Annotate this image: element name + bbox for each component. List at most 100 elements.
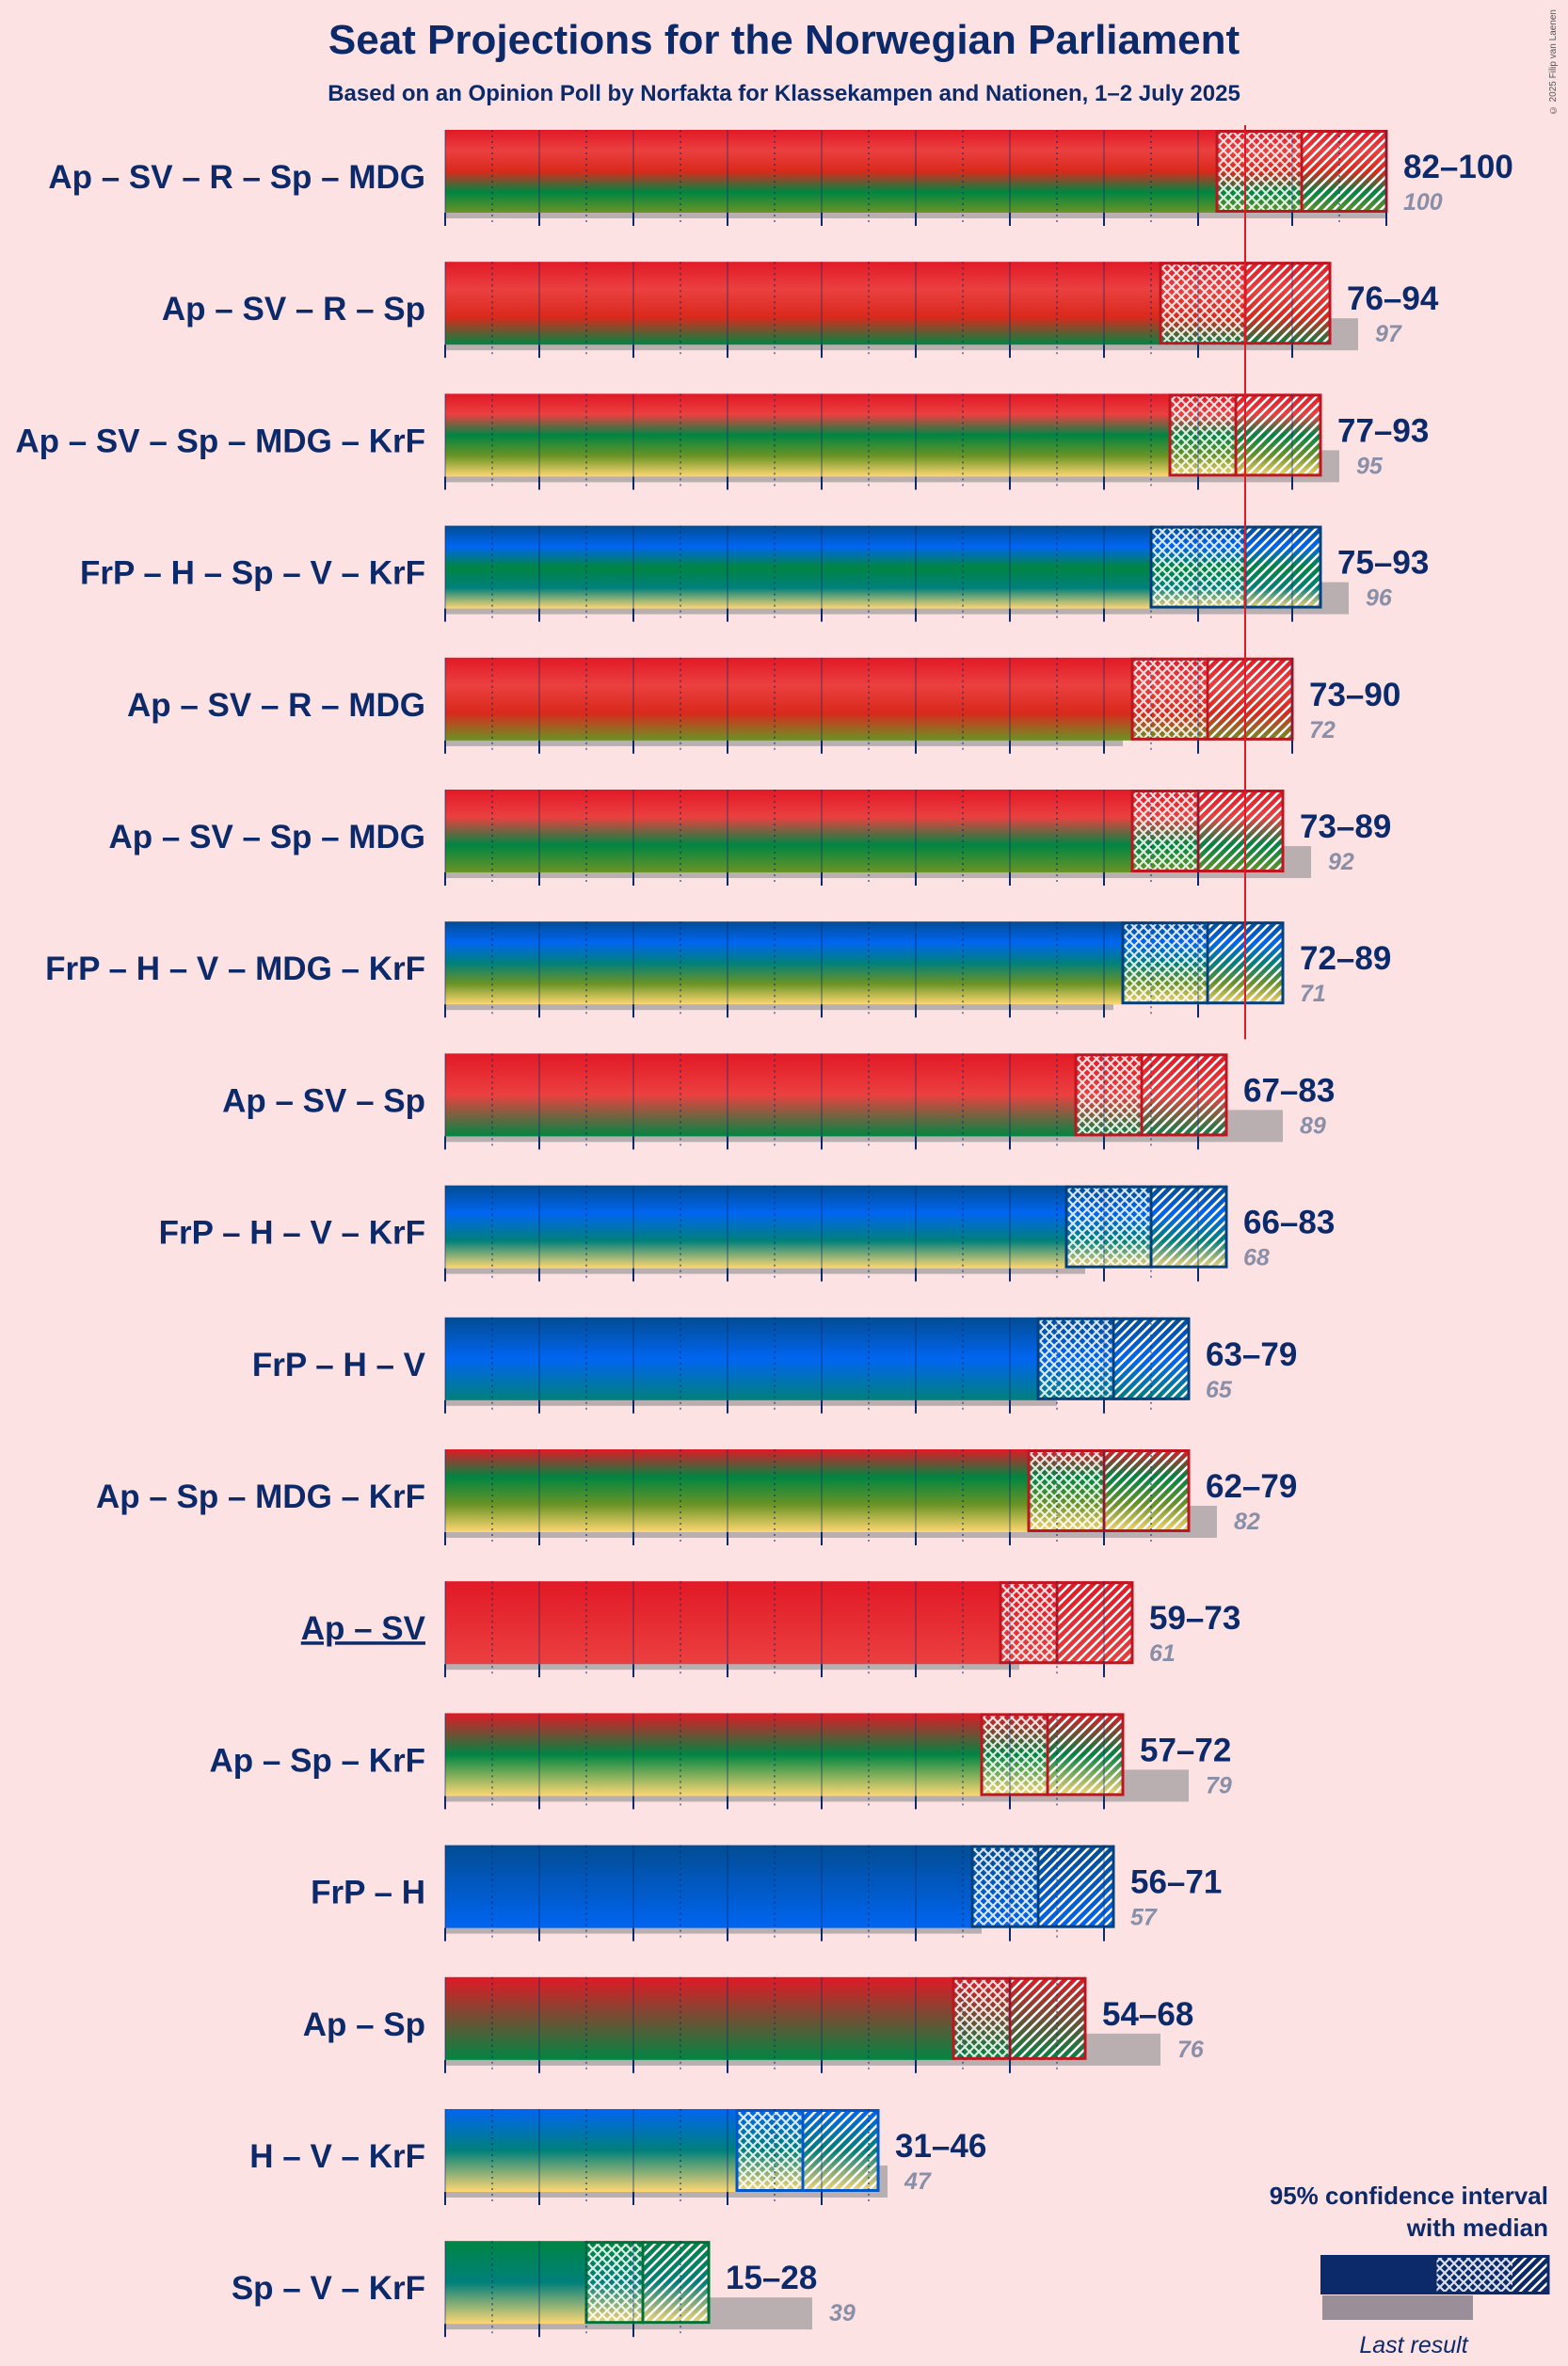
ci-upper-hatch [1302,130,1386,213]
coalition-row: FrP – H – V – KrF 66–83 68 [159,1185,1335,1282]
legend-ci-upper-hatch [1512,2255,1548,2294]
legend-median-label: with median [1406,2214,1548,2242]
last-result-label: 95 [1356,453,1384,479]
ci-outline [952,1976,1087,2060]
ci-upper-hatch [1198,790,1283,872]
ci-upper-hatch [1104,1449,1189,1532]
seat-range-label: 75–93 [1337,545,1429,582]
ci-upper-hatch [803,2109,878,2192]
seat-range-label: 67–83 [1243,1072,1335,1109]
projection-bar [445,1713,982,1797]
seat-range-label: 15–28 [726,2260,817,2296]
coalition-label: H – V – KrF [249,2138,425,2175]
seat-range-label: 54–68 [1102,1996,1193,2033]
projection-bar [445,790,1132,872]
legend-bar [1320,2255,1435,2294]
projection-bar [445,525,1151,609]
projection-bar [445,657,1132,741]
coalition-row: Ap – SV – R – Sp – MDG 82–100 100 [48,130,1513,226]
projection-bar [445,2241,586,2325]
ci-lower-hatch [953,1976,1010,2060]
last-result-label: 72 [1309,717,1336,743]
coalition-label: Ap – SV – Sp – MDG [109,819,425,855]
seat-range-label: 77–93 [1337,412,1429,449]
ci-upper-hatch [1151,1185,1226,1269]
ci-outline [970,1845,1115,1928]
seat-range-label: 31–46 [895,2128,986,2165]
coalition-label: FrP – H – V – KrF [159,1215,425,1252]
legend-ci-label: 95% confidence interval [1270,2182,1548,2210]
ci-lower-hatch [737,2109,803,2192]
legend-last-result-label: Last result [1359,2332,1468,2358]
ci-upper-hatch [1142,1053,1226,1137]
coalition-row: Ap – SV – Sp – MDG – KrF 77–93 95 [15,393,1429,490]
ci-upper-hatch [1038,1845,1113,1928]
coalition-label: FrP – H – Sp – V – KrF [80,555,425,592]
coalition-label: Ap – SV – Sp [222,1082,425,1119]
ci-lower-hatch [1123,921,1208,1005]
coalition-row: FrP – H 56–71 57 [311,1845,1222,1942]
coalition-row: FrP – H – V – MDG – KrF 72–89 71 [45,921,1391,1018]
seat-range-label: 57–72 [1140,1732,1231,1768]
coalition-label: Ap – Sp [303,2006,425,2043]
seat-range-label: 59–73 [1149,1600,1240,1637]
chart-subtitle: Based on an Opinion Poll by Norfakta for… [328,81,1240,106]
seat-range-label: 63–79 [1206,1336,1297,1373]
ci-upper-hatch [1245,262,1330,345]
ci-upper-hatch [1245,525,1320,609]
ci-outline [980,1713,1125,1797]
ci-upper-hatch [1208,657,1292,741]
legend: 95% confidence interval with median Last r… [1270,2182,1550,2358]
projection-bar [445,1845,972,1928]
projection-bar [445,1449,1029,1532]
last-result-label: 96 [1366,585,1393,612]
coalition-row: Ap – SV – Sp 67–83 89 [222,1053,1335,1150]
coalition-row: Ap – SV – R – Sp 76–94 97 [162,262,1439,359]
coalition-label: Ap – Sp – MDG – KrF [96,1479,425,1515]
coalition-label: FrP – H – V – MDG – KrF [45,951,425,987]
projection-bar [445,2109,737,2192]
last-result-label: 68 [1243,1245,1270,1271]
projection-bar [445,393,1170,477]
last-result-label: 47 [904,2168,932,2195]
projection-bar [445,262,1160,345]
coalition-row: Ap – Sp – KrF 57–72 79 [210,1713,1232,1810]
projection-bar [445,1053,1076,1137]
projection-bar [445,1976,953,2060]
ci-lower-hatch [1160,262,1245,345]
ci-upper-hatch [1057,1581,1132,1665]
ci-upper-hatch [1236,393,1320,477]
last-result-label: 97 [1375,321,1402,347]
seat-range-label: 73–90 [1309,677,1400,713]
coalition-row: Ap – SV – Sp – MDG 73–89 92 [109,790,1391,886]
coalition-label: Ap – SV [301,1610,426,1647]
last-result-label: 76 [1177,2037,1205,2063]
ci-outline [1130,790,1285,872]
ci-lower-hatch [1038,1317,1113,1400]
ci-lower-hatch [982,1713,1048,1797]
ci-upper-hatch [643,2241,709,2325]
coalition-label: Ap – Sp – KrF [210,1742,425,1779]
ci-upper-hatch [1010,1976,1085,2060]
last-result-label: 92 [1328,849,1354,875]
coalition-label: Ap – SV – R – Sp [162,291,425,328]
ci-outline [1064,1185,1228,1269]
projection-bar [445,130,1217,213]
ci-outline [999,1581,1134,1665]
coalition-label: Ap – SV – R – MDG [127,687,425,724]
last-result-label: 79 [1206,1772,1232,1798]
legend-ci-outline [1433,2255,1550,2294]
ci-lower-hatch [1132,657,1208,741]
coalition-row: FrP – H – V 63–79 65 [252,1317,1297,1414]
projection-bar [445,1581,1000,1665]
coalition-row: Ap – SV 59–73 61 [301,1581,1240,1678]
last-result-label: 65 [1206,1377,1233,1403]
last-result-label: 61 [1149,1640,1176,1667]
ci-outline [1121,921,1285,1005]
projection-bar [445,1317,1038,1400]
coalition-label: Ap – SV – Sp – MDG – KrF [15,423,425,459]
last-result-label: 89 [1300,1112,1326,1139]
last-result-label: 39 [829,2300,856,2326]
ci-outline [735,2109,880,2192]
